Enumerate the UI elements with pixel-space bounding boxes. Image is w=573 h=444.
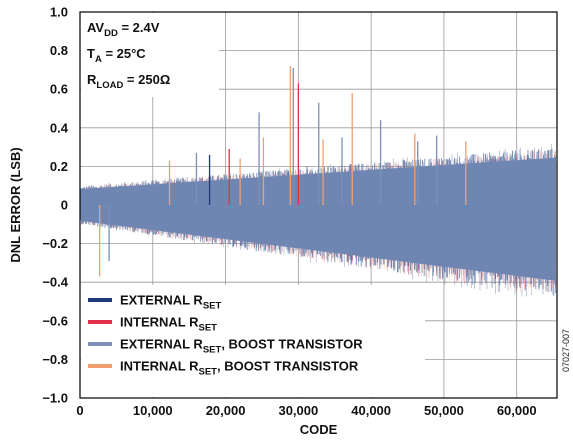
x-tick-label: 60,000 xyxy=(497,403,537,418)
y-tick-label: 1.0 xyxy=(50,5,68,20)
y-tick-label: 0.2 xyxy=(50,159,68,174)
legend-label: EXTERNAL RSET xyxy=(120,293,222,312)
legend-label: EXTERNAL RSET, BOOST TRANSISTOR xyxy=(120,337,363,356)
y-tick-label: 0.6 xyxy=(50,82,68,97)
y-axis-label: DNL ERROR (LSB) xyxy=(8,147,23,262)
legend-label: INTERNAL RSET xyxy=(120,315,217,334)
x-tick-label: 50,000 xyxy=(424,403,464,418)
conditions-box xyxy=(81,13,219,97)
condition-text: AVDD = 2.4V xyxy=(87,20,160,39)
document-id: 07027-007 xyxy=(561,329,571,372)
plot-frame xyxy=(79,11,558,399)
x-tick-label: 0 xyxy=(76,403,83,418)
y-tick-label: −0.4 xyxy=(42,275,68,290)
x-tick-label: 20,000 xyxy=(206,403,246,418)
x-tick-label: 30,000 xyxy=(278,403,318,418)
x-tick-label: 10,000 xyxy=(133,403,173,418)
series-body-path xyxy=(80,157,556,281)
y-tick-label: 0 xyxy=(61,198,68,213)
x-axis-label: CODE xyxy=(300,422,338,437)
legend-label: INTERNAL RSET, BOOST TRANSISTOR xyxy=(120,359,359,378)
y-tick-label: −1.0 xyxy=(42,391,68,406)
legend: EXTERNAL RSET INTERNAL RSET EXTERNAL RSET,… xyxy=(81,285,425,397)
condition-text: RLOAD = 250Ω xyxy=(87,72,170,91)
y-tick-label: 0.8 xyxy=(50,43,68,58)
condition-text: TA = 25°C xyxy=(87,46,146,65)
data-series-band xyxy=(80,144,557,297)
y-tick-labels: 1.0 0.8 0.6 0.4 0.2 0 −0.2 −0.4 −0.6 −0.8 −1.0 xyxy=(42,5,68,406)
y-tick-label: 0.4 xyxy=(50,120,69,135)
series-band xyxy=(80,157,556,281)
x-tick-label: 40,000 xyxy=(351,403,391,418)
x-tick-labels: 0 10,000 20,000 30,000 40,000 50,000 60,000 xyxy=(76,403,536,418)
y-tick-label: −0.2 xyxy=(42,236,68,251)
legend-box xyxy=(81,285,425,397)
data-spikes xyxy=(99,66,467,277)
y-tick-label: −0.6 xyxy=(42,313,68,328)
y-tick-label: −0.8 xyxy=(42,352,68,367)
test-conditions: AVDD = 2.4V TA = 25°C RLOAD = 250Ω xyxy=(81,13,219,97)
